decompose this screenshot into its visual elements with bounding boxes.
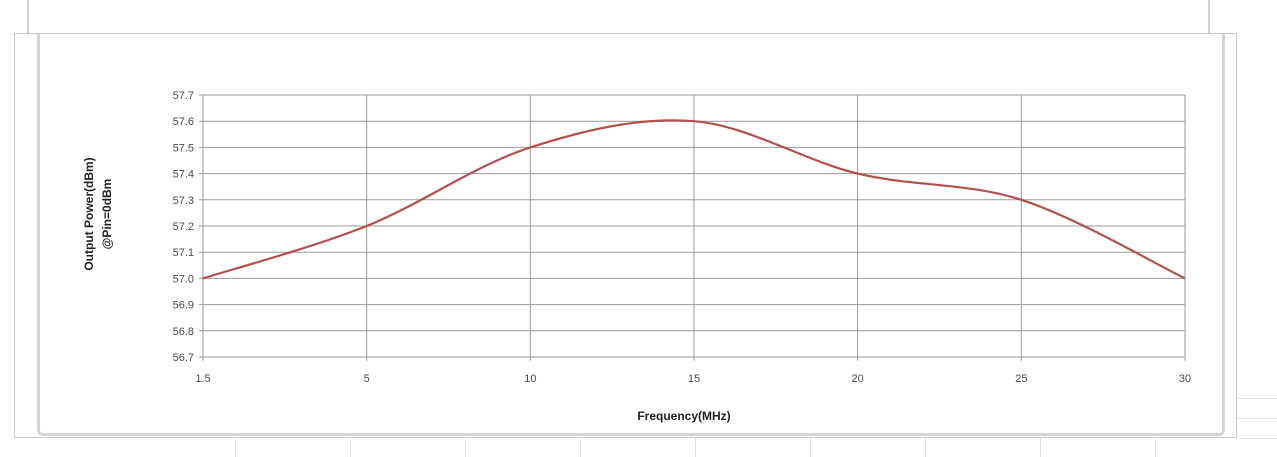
x-tick-label: 10 [524, 373, 536, 385]
sheet-gridline [580, 438, 581, 457]
y-tick-label: 56.7 [173, 352, 194, 364]
y-tick-label: 57.2 [173, 221, 194, 233]
y-tick-label: 57.0 [173, 273, 194, 285]
series-layer [202, 119, 1186, 280]
sheet-gridline [1237, 398, 1277, 399]
sheet-gridline [810, 438, 811, 457]
y-tick-label: 57.5 [173, 142, 194, 154]
y-axis-title-line2: @Pin=0dBm [100, 179, 114, 250]
sheet-gridline [27, 0, 29, 33]
y-tick-label: 57.6 [173, 116, 194, 128]
y-tick-label: 57.3 [173, 195, 194, 207]
x-tick-label: 1.5 [195, 373, 210, 385]
series-line [202, 119, 1186, 280]
y-tick-label: 57.4 [173, 169, 194, 181]
x-tick-label: 25 [1015, 373, 1027, 385]
x-tick-label: 20 [852, 373, 864, 385]
grid-layer [199, 94, 1186, 361]
sheet-gridline [1237, 418, 1277, 419]
sheet-gridline [1237, 438, 1277, 439]
y-tick-labels: 57.7 57.6 57.5 57.4 57.3 57.2 57.1 57.0 56.9 56.8… [173, 90, 194, 364]
y-axis-title: Output Power(dBm) [82, 157, 96, 270]
sheet-gridline [1040, 438, 1041, 457]
sheet-gridline [235, 438, 236, 457]
sheet-gridline [465, 438, 466, 457]
x-tick-label: 15 [688, 373, 700, 385]
x-axis-title: Frequency(MHz) [637, 409, 730, 423]
x-tick-labels: 1.5 5 10 15 20 25 30 [195, 373, 1191, 385]
y-tick-label: 57.7 [173, 90, 194, 102]
chart-inner-border [37, 34, 1225, 436]
sheet-gridline [1208, 0, 1210, 33]
x-tick-label: 30 [1179, 373, 1191, 385]
sheet-gridline [350, 438, 351, 457]
y-tick-label: 57.1 [173, 247, 194, 259]
chart-area[interactable] [14, 33, 1237, 438]
y-tick-label: 56.9 [173, 300, 194, 312]
x-tick-label: 5 [364, 373, 370, 385]
sheet-gridline [695, 438, 696, 457]
sheet-gridline [925, 438, 926, 457]
sheet-gridline [1155, 438, 1156, 457]
y-tick-label: 56.8 [173, 326, 194, 338]
